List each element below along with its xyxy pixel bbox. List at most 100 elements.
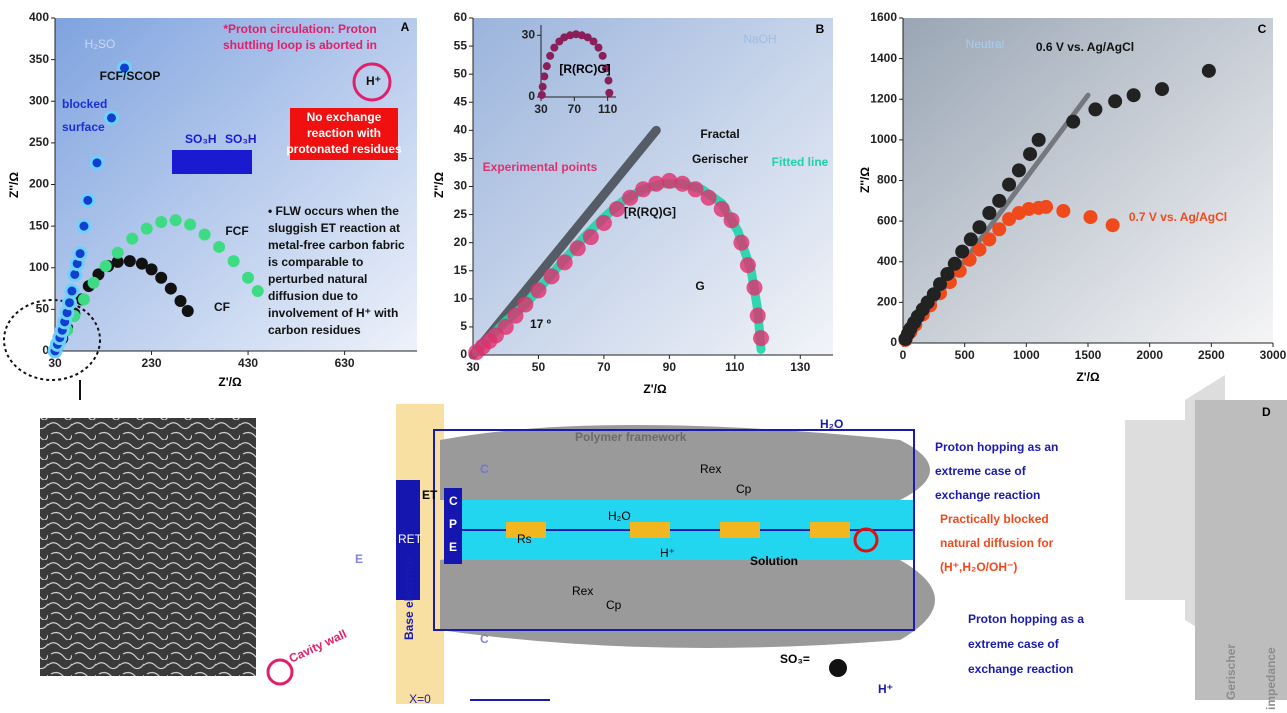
annotation: Gerischer [692,152,748,166]
cpe-label: P [449,517,457,531]
x-tick-label: 630 [335,356,355,370]
annotation: involvement of H⁺ with [268,306,398,320]
data-point [948,257,962,271]
panel-label: D [1262,405,1271,419]
annotation: SO₃H [185,132,217,146]
y-tick-label: 5 [460,319,467,333]
data-point [1002,178,1016,192]
data-point [1202,64,1216,78]
y-tick-label: 40 [454,123,468,137]
y-tick-label: 20 [454,235,468,249]
y-tick-label: 30 [454,179,468,193]
annotation: is comparable to [268,255,363,269]
data-point [1127,88,1141,102]
panel-label: C [1258,22,1267,36]
x-tick-label: 70 [597,360,611,374]
y-tick-label: 200 [877,295,897,309]
rs-label: Rs [517,532,532,546]
data-point [972,220,986,234]
data-point [1056,204,1070,218]
x-tick-label: 30 [466,360,480,374]
series-label: FCF/SCOP [100,69,161,83]
data-point [252,285,264,297]
y-tick-label: 1400 [870,51,897,65]
annotation: protonated residues [286,142,402,156]
x-tick-label: 430 [238,356,258,370]
note: Proton hopping as a [968,612,1084,626]
data-point [112,247,124,259]
data-point [1032,133,1046,147]
data-point [605,89,613,97]
proton-label: H⁺ [878,682,893,696]
note: (H⁺,H₂O/OH⁻) [940,560,1017,574]
note: exchange reaction [935,488,1040,502]
big-letter: C [480,462,489,476]
annotation: metal-free carbon fabric [268,238,405,252]
cp-label: Cp [606,598,622,612]
data-point [740,257,756,273]
x-tick-label: 2000 [1136,348,1163,362]
x0-label: X=0 [409,692,431,706]
data-point [622,190,638,206]
data-point [557,254,573,270]
data-point [609,201,625,217]
note: extreme case of [968,637,1060,651]
data-point [155,272,167,284]
y-tick-label: 100 [29,260,49,274]
y-tick-label: 1600 [870,10,897,24]
rex-label: Rex [572,584,593,598]
x-tick-label: 500 [955,348,975,362]
y-tick-label: 400 [29,10,49,24]
y-tick-label: 1200 [870,91,897,105]
data-point [992,194,1006,208]
data-point [550,44,558,52]
base-label: Base electrode [402,554,416,640]
y-tick-label: 0 [460,347,467,361]
data-point [199,228,211,240]
data-point [170,214,182,226]
data-point [141,223,153,235]
note: Proton hopping as an [935,440,1058,454]
y-tick-label: 30 [522,27,536,41]
data-point [105,112,117,124]
data-point [583,229,599,245]
x-axis-label: Z'/Ω [643,382,667,396]
data-point [1039,200,1053,214]
y-tick-label: 0 [890,335,897,349]
cpe-label: C [449,494,458,508]
figure: D Cavity wall Base electrode X=0 E C C R… [0,0,1287,713]
y-axis-label: Z''/Ω [7,172,21,198]
data-point [688,181,704,197]
series-label: FCF [225,224,248,238]
y-tick-label: 50 [454,66,468,80]
annotation: No exchange [307,110,382,124]
annotation: reaction with [307,126,381,140]
x-tick-label: 90 [663,360,677,374]
x-tick-label: 50 [532,360,546,374]
data-point [543,62,551,70]
y-tick-label: 10 [454,291,468,305]
data-point [124,255,136,267]
y-tick-label: 35 [454,151,468,165]
resistor [810,522,850,538]
series-label: CF [214,300,230,314]
data-point [213,241,225,253]
x-tick-label: 1000 [1013,348,1040,362]
side-label: Gerischer [1224,644,1238,700]
x-axis-label: Z'/Ω [1076,370,1100,384]
annotation: blocked [62,97,107,111]
resistor [630,522,670,538]
y-tick-label: 45 [454,94,468,108]
data-point [78,293,90,305]
y-tick-label: 25 [454,207,468,221]
data-point [184,218,196,230]
proton-label: H⁺ [660,546,675,560]
surface-block [172,150,252,174]
data-point [1066,115,1080,129]
solution-label: Solution [750,554,798,568]
cavity-marker [268,660,292,684]
x-tick-label: 70 [568,102,582,116]
annotation: shuttling loop is aborted in [223,38,377,52]
data-point [701,190,717,206]
y-axis-label: Z''/Ω [858,167,872,193]
